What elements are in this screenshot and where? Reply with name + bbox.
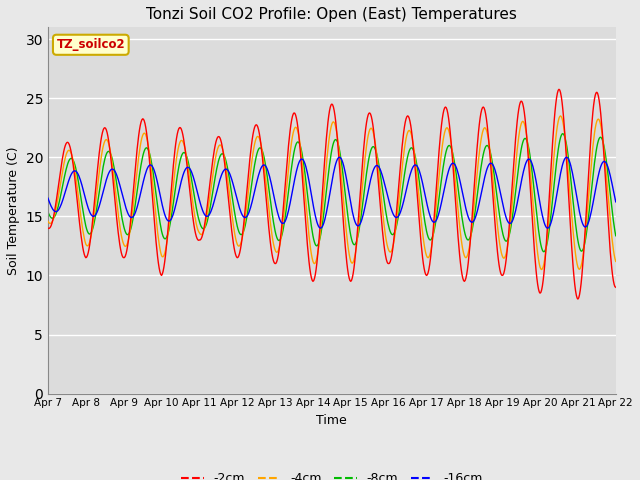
Title: Tonzi Soil CO2 Profile: Open (East) Temperatures: Tonzi Soil CO2 Profile: Open (East) Temp… <box>147 7 517 22</box>
Legend: -2cm, -4cm, -8cm, -16cm: -2cm, -4cm, -8cm, -16cm <box>176 467 488 480</box>
Y-axis label: Soil Temperature (C): Soil Temperature (C) <box>7 146 20 275</box>
X-axis label: Time: Time <box>317 414 348 427</box>
Text: TZ_soilco2: TZ_soilco2 <box>56 38 125 51</box>
